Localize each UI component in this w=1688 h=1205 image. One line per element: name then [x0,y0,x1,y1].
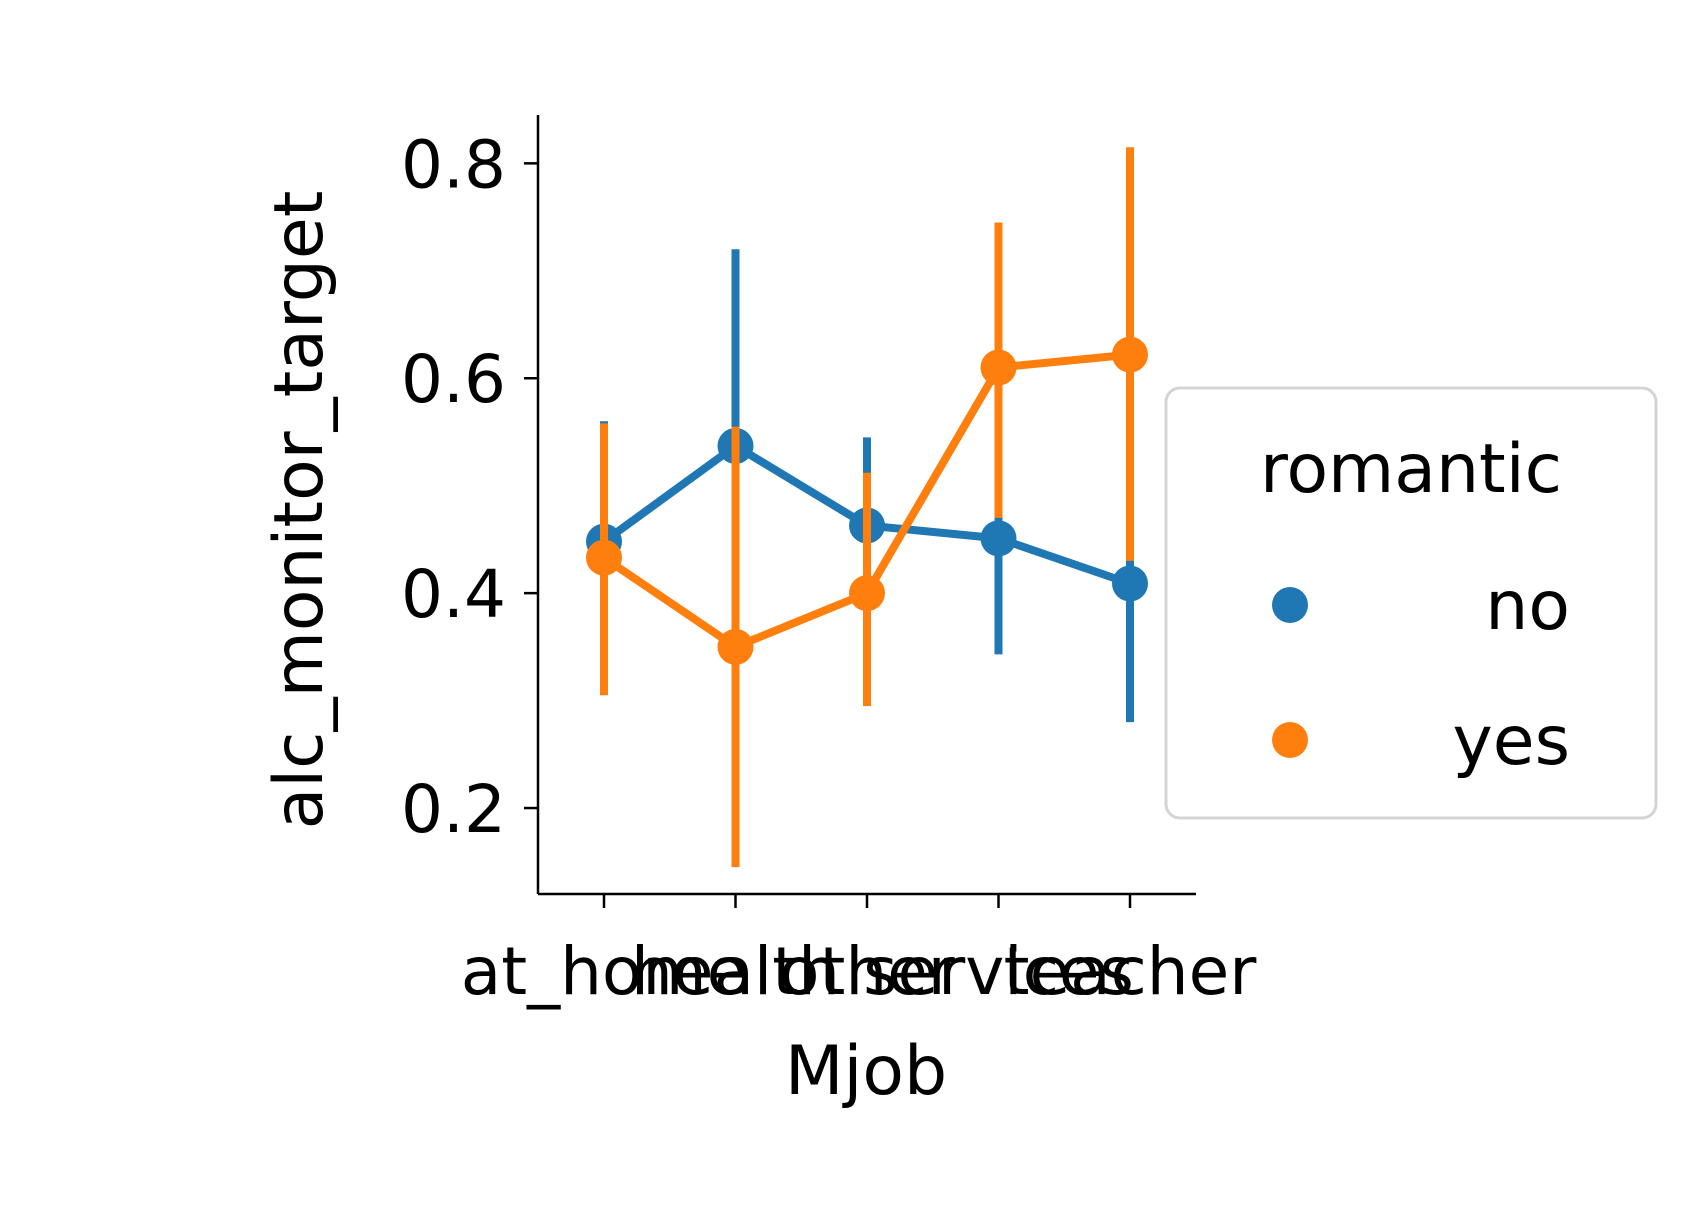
legend-entry-yes: yes [1452,702,1570,781]
y-tick-label: 0.6 [401,341,506,418]
legend-marker [1272,722,1308,758]
y-axis-ticks: 0.2 0.4 0.6 0.8 [401,126,538,848]
data-point [586,539,622,576]
legend-title: romantic [1260,430,1562,509]
x-tick-label: health [631,933,840,1010]
data-point [1112,336,1148,373]
legend: romantic no yes [1164,386,1658,820]
legend-frame [1164,386,1658,820]
legend-entry-no: no [1485,567,1570,646]
data-point [717,628,754,665]
y-tick-label: 0.4 [401,556,506,633]
data-point [980,520,1017,557]
legend-marker [1272,587,1308,623]
x-tick-label: at_home [461,933,747,1010]
data-point [980,349,1017,386]
y-tick-label: 0.2 [401,771,506,848]
data-point [1112,565,1148,602]
series-yes [586,147,1148,868]
data-point [849,575,885,612]
y-tick-label: 0.8 [401,126,506,203]
series-layer [586,147,1148,868]
y-axis-label: alc_monitor_target [260,191,339,830]
x-tick-label: services [863,933,1134,1010]
x-tick-label: teacher [1004,933,1258,1010]
x-axis-label: Mjob [785,1032,947,1111]
x-tick-label: other [779,933,956,1010]
axes [536,115,1196,896]
legend-entries: no yes [1272,567,1570,781]
